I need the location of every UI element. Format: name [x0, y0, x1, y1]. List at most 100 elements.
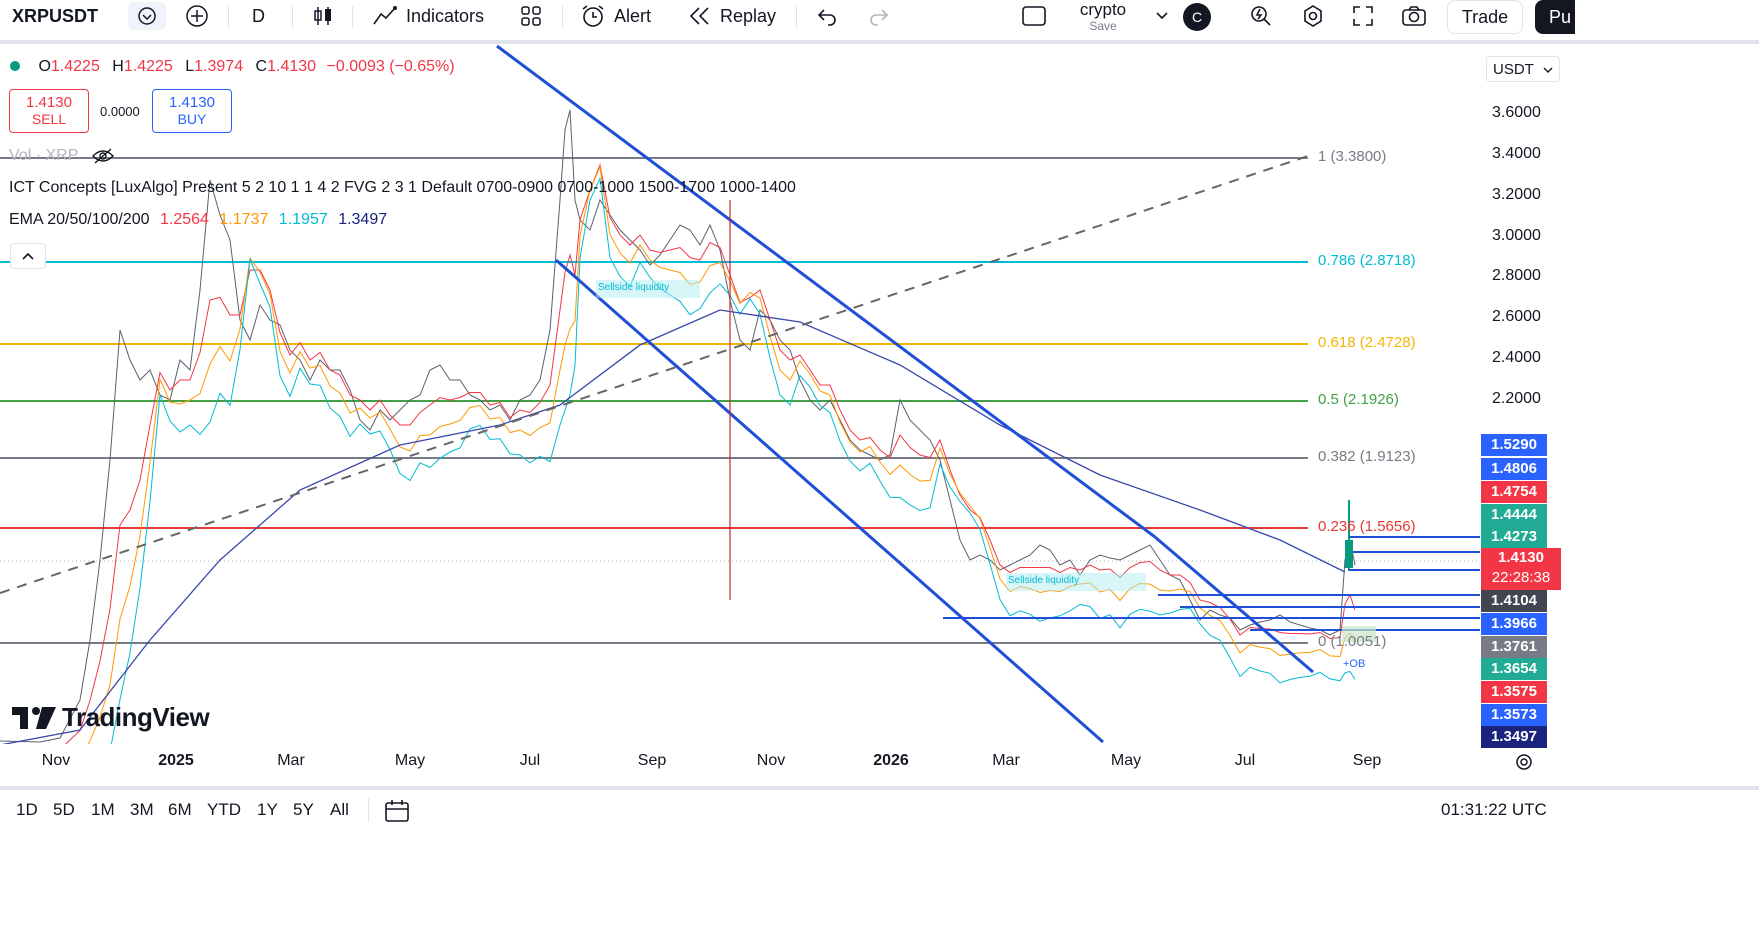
timeframe-button[interactable]: YTD	[207, 800, 241, 819]
price-tag: 1.4273	[1481, 526, 1547, 548]
alarm-clock-icon	[582, 5, 604, 27]
ohlc-legend: O1.4225 H1.4225 L1.3974 C1.4130 −0.0093 …	[10, 58, 455, 76]
timeframe-button[interactable]: 1Y	[257, 800, 278, 819]
sellside-liquidity-label-2: Sellside liquidity	[1008, 575, 1080, 586]
ict-concepts-legend[interactable]: ICT Concepts [LuxAlgo] Present 5 2 10 1 …	[9, 179, 796, 197]
open-value: 1.4225	[50, 58, 100, 75]
replay-button[interactable]: Replay	[688, 0, 776, 32]
time-axis-label: Nov	[41, 752, 71, 769]
time-axis-label: 2025	[158, 752, 194, 769]
candles-icon	[314, 7, 331, 25]
spread-value: 0.0000	[100, 104, 140, 119]
fib-level-label: 1 (3.3800)	[1318, 148, 1387, 165]
indicators-button[interactable]: Indicators	[372, 0, 484, 32]
layout-select-button[interactable]	[1018, 2, 1050, 30]
ema-100-line	[110, 176, 1356, 744]
current-price-value: 1.4130	[1498, 549, 1544, 566]
chart-pane[interactable]	[0, 44, 1668, 744]
gear-icon	[1516, 754, 1532, 770]
sell-button[interactable]: 1.4130 SELL	[9, 89, 89, 133]
bar-countdown: 22:28:38	[1491, 569, 1551, 586]
ict-indicator-params: Present 5 2 10 1 1 4 2 FVG 2 3 1 Default…	[182, 179, 796, 196]
price-chart[interactable]	[0, 44, 1668, 744]
rewind-icon	[689, 7, 709, 25]
ema-20-line	[65, 163, 1356, 744]
timeframe-button[interactable]: 5D	[53, 800, 75, 819]
time-axis-label: Jul	[1234, 752, 1256, 769]
timeframe-button[interactable]: 1D	[16, 800, 38, 819]
timeframe-button[interactable]: 5Y	[293, 800, 314, 819]
buy-button[interactable]: 1.4130 BUY	[152, 89, 232, 133]
replay-label: Replay	[720, 5, 777, 26]
timeframe-button[interactable]: All	[330, 800, 349, 819]
currency-label: USDT	[1493, 61, 1534, 78]
user-avatar[interactable]: C	[1183, 3, 1211, 31]
time-axis-label: Sep	[637, 752, 667, 769]
time-axis-label: 2026	[873, 752, 909, 769]
time-axis-label: Jul	[519, 752, 541, 769]
publish-button[interactable]: Pu	[1535, 0, 1575, 34]
currency-select[interactable]: USDT	[1486, 56, 1560, 82]
layout-name: crypto	[1079, 0, 1127, 19]
symbol-name: XRPUSDT	[12, 5, 99, 26]
go-to-date-button[interactable]	[382, 796, 412, 826]
timeframe-button[interactable]: 3M	[130, 800, 154, 819]
symbol-search[interactable]: XRPUSDT	[0, 0, 120, 32]
last-candle-body	[1345, 540, 1353, 568]
volume-label: Vol · XRP	[9, 147, 79, 164]
fullscreen-button[interactable]	[1348, 2, 1378, 30]
volume-legend[interactable]: Vol · XRP	[9, 147, 115, 165]
undo-icon	[817, 9, 836, 26]
timeframe-divider	[368, 798, 369, 822]
utc-clock[interactable]: 01:31:22 UTC	[1441, 800, 1547, 819]
redo-button[interactable]	[864, 2, 894, 30]
chart-settings-button[interactable]	[1512, 750, 1536, 774]
trade-label: Trade	[1461, 7, 1509, 27]
publish-label: Pu	[1549, 7, 1572, 27]
low-label: L	[185, 58, 195, 75]
compare-symbol-button[interactable]	[128, 2, 166, 30]
plus-icon	[186, 5, 208, 27]
price-tag: 1.3497	[1481, 726, 1547, 748]
fib-level-label: 0.786 (2.8718)	[1318, 252, 1416, 269]
price-tag: 1.5290	[1481, 434, 1547, 456]
price-tag: 1.4444	[1481, 504, 1547, 526]
high-label: H	[112, 58, 124, 75]
add-symbol-button[interactable]	[182, 2, 212, 30]
settings-button[interactable]	[1298, 2, 1328, 30]
price-series	[0, 109, 1356, 743]
price-tag: 1.3654	[1481, 658, 1547, 680]
interval-button[interactable]: D	[252, 0, 265, 32]
ema-legend[interactable]: EMA 20/50/100/200 1.2564 1.1737 1.1957 1…	[9, 211, 387, 229]
fullscreen-icon	[1353, 6, 1373, 26]
time-axis-label: Sep	[1352, 752, 1382, 769]
ema-50-value: 1.1737	[219, 211, 269, 228]
price-tag: 1.3761	[1481, 636, 1547, 658]
price-axis-label: 2.8000	[1492, 267, 1541, 284]
timeframe-button[interactable]: 6M	[168, 800, 192, 819]
chevron-down-icon	[1156, 12, 1168, 20]
chevron-down-icon	[1543, 67, 1553, 73]
layout-name-button[interactable]: crypto Save	[1068, 0, 1138, 36]
timeframe-button[interactable]: 1M	[91, 800, 115, 819]
alert-button[interactable]: Alert	[580, 0, 651, 32]
quick-search-button[interactable]	[1246, 2, 1276, 30]
trade-button[interactable]: Trade	[1447, 0, 1523, 34]
price-tag: 1.4754	[1481, 481, 1547, 503]
templates-button[interactable]	[516, 2, 546, 30]
tradingview-logo[interactable]: TradingView	[12, 702, 210, 733]
order-block-zone	[1342, 626, 1376, 642]
layout-menu-button[interactable]	[1152, 6, 1172, 26]
hidden-eye-icon	[91, 148, 114, 164]
sell-price: 1.4130	[26, 94, 72, 111]
chart-type-button[interactable]	[308, 2, 338, 30]
undo-button[interactable]	[812, 2, 842, 30]
sellside-zone	[596, 280, 700, 298]
snapshot-button[interactable]	[1398, 2, 1430, 30]
avatar-letter: C	[1191, 9, 1203, 25]
fib-level-label: 0.236 (1.5656)	[1318, 518, 1416, 535]
collapse-legend-button[interactable]	[10, 243, 46, 269]
fib-level-label: 0.618 (2.4728)	[1318, 334, 1416, 351]
calendar-icon	[385, 800, 409, 822]
buy-label: BUY	[177, 111, 207, 127]
